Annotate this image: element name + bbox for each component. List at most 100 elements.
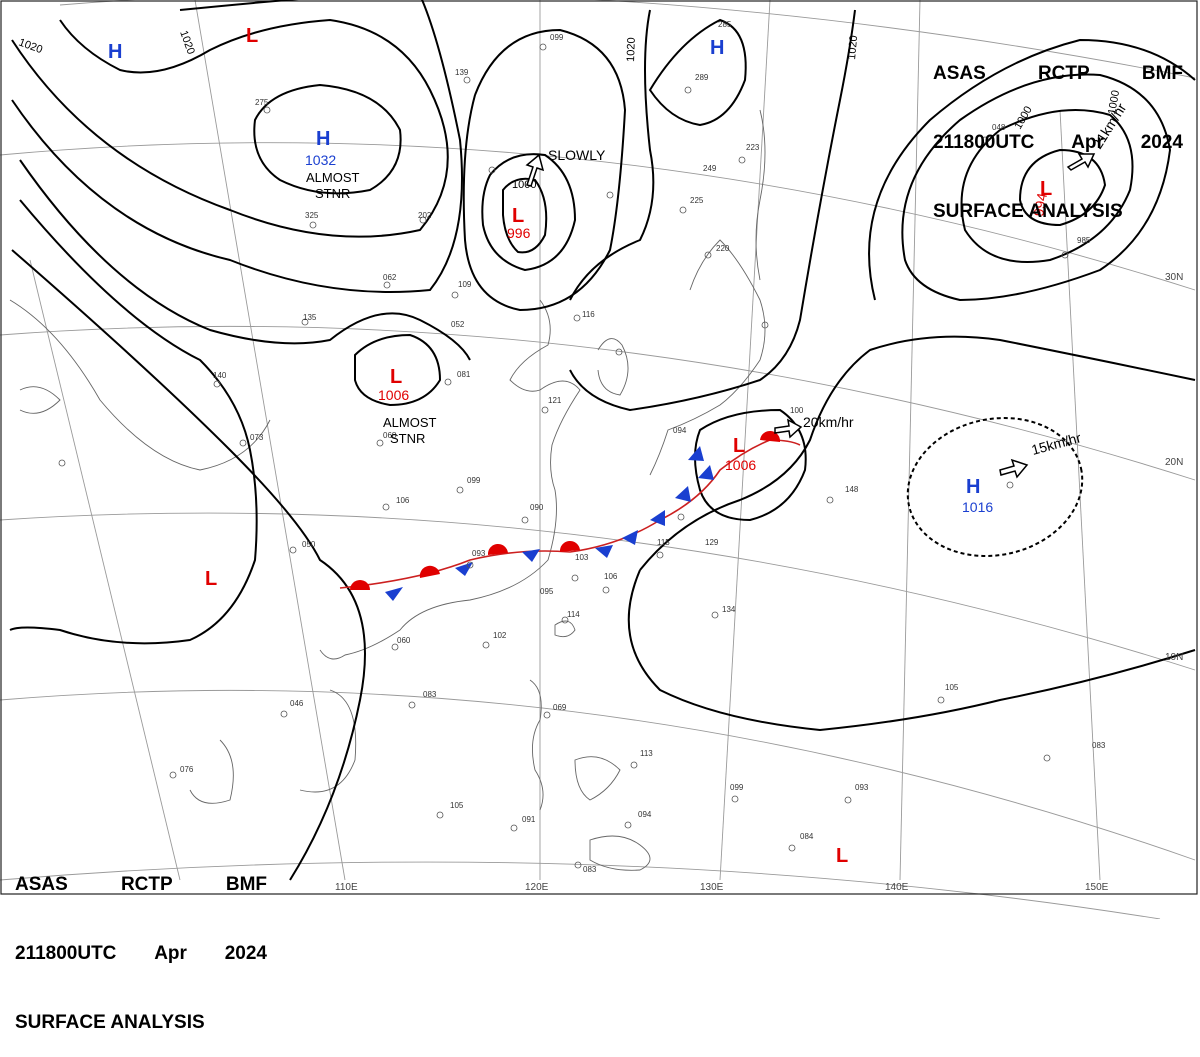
low-pressure-symbol: L xyxy=(390,366,402,388)
station-value: 060 xyxy=(397,636,411,645)
station-value: 140 xyxy=(213,371,227,380)
cold-front-symbol xyxy=(698,465,714,480)
pressure-value: 1016 xyxy=(962,499,993,515)
lon-label: 140E xyxy=(885,882,909,893)
header-top-right: ASAS RCTP BMF 211800UTC Apr 2024 SURFACE… xyxy=(933,16,1183,246)
station-value: 109 xyxy=(458,280,472,289)
weather-map: 1020 1020 1020 1020 1000 1000 1000 30N 2… xyxy=(0,0,1200,919)
arrow-icon xyxy=(1066,153,1096,171)
map-background xyxy=(0,0,1200,919)
station-value: 134 xyxy=(722,605,736,614)
station-label: RCTP xyxy=(120,874,173,895)
time-label: 211800UTC xyxy=(933,132,1035,153)
cold-front-symbol xyxy=(622,530,638,545)
low-pressure-symbol: L xyxy=(246,25,258,47)
station-value: 220 xyxy=(716,244,730,253)
station-value: 275 xyxy=(255,98,269,107)
warm-front-symbol xyxy=(350,580,370,590)
low-pressure-symbol: L xyxy=(733,435,745,457)
station-value: 050 xyxy=(302,540,316,549)
product-label: SURFACE ANALYSIS xyxy=(933,201,1123,222)
station-value: 068 xyxy=(383,431,397,440)
lat-label: 30N xyxy=(1165,272,1183,283)
station-value: 289 xyxy=(695,73,709,82)
station-value: 985 xyxy=(1077,236,1091,245)
movement-note: ALMOST xyxy=(306,170,360,185)
month-label: Apr xyxy=(154,943,187,964)
pressure-value: 996 xyxy=(507,225,531,241)
agency-label: ASAS xyxy=(933,63,986,84)
cold-front-symbol xyxy=(455,562,473,576)
time-label: 211800UTC xyxy=(15,943,117,964)
code-label: BMF xyxy=(225,874,267,895)
station-value: 083 xyxy=(1092,741,1106,750)
isobar-label: 1020 xyxy=(625,37,638,62)
station-value: 106 xyxy=(396,496,410,505)
warm-front-symbol xyxy=(559,540,580,552)
isobar-label: 1020 xyxy=(846,35,860,60)
station-value: 106 xyxy=(604,572,618,581)
movement-note: STNR xyxy=(315,186,350,201)
pressure-value: 1032 xyxy=(305,152,336,168)
isobars xyxy=(9,0,1196,881)
lat-label: 20N xyxy=(1165,457,1183,468)
lon-label: 120E xyxy=(525,882,549,893)
low-pressure-symbol: L xyxy=(1040,178,1052,200)
low-pressure-symbol: L xyxy=(836,845,848,867)
low-pressure-symbol: L xyxy=(205,568,217,590)
cold-front-symbol xyxy=(675,486,691,502)
station-value: 094 xyxy=(638,810,652,819)
station-value: 148 xyxy=(845,485,859,494)
grid-labels: 30N 20N 10N 110E 120E 130E 140E 150E xyxy=(335,272,1183,893)
lon-label: 110E xyxy=(335,882,358,893)
station-value: 062 xyxy=(383,273,397,282)
high-pressure-symbol: H xyxy=(108,41,122,63)
station-observations: 139 275 325 202 062 109 052 116 135 140 … xyxy=(180,20,1106,874)
station-value: 046 xyxy=(290,699,304,708)
isobar-label: 1000 xyxy=(1106,89,1122,115)
header-line-2: 211800UTC Apr 2024 xyxy=(933,131,1183,154)
station-value: 202 xyxy=(418,211,432,220)
motion-arrows xyxy=(525,153,1096,479)
station-value: 102 xyxy=(493,631,507,640)
station-value: 139 xyxy=(455,68,469,77)
station-value: 100 xyxy=(790,406,804,415)
cold-front-symbol xyxy=(522,549,540,562)
cold-front-symbol xyxy=(650,510,665,526)
movement-note: ALMOST xyxy=(383,415,437,430)
header-line-2: 211800UTC Apr 2024 xyxy=(15,942,267,965)
station-value: 225 xyxy=(690,196,704,205)
station-value: 093 xyxy=(855,783,869,792)
arrow-icon xyxy=(774,418,803,439)
station-value: 099 xyxy=(730,783,744,792)
code-label: BMF xyxy=(1141,63,1183,84)
station-plots xyxy=(58,43,1069,869)
high-pressure-symbol: H xyxy=(316,128,330,150)
header-line-1: ASAS RCTP BMF xyxy=(15,873,267,896)
station-value: 113 xyxy=(640,749,653,758)
station-value: 103 xyxy=(575,553,589,562)
warm-front-symbol xyxy=(419,565,440,578)
pressure-value: 1006 xyxy=(725,457,756,473)
station-value: 090 xyxy=(530,503,544,512)
station-value: 081 xyxy=(457,370,471,379)
station-value: 093 xyxy=(472,549,486,558)
station-value: 129 xyxy=(705,538,719,547)
station-value: 073 xyxy=(250,433,264,442)
header-bottom-left: ASAS RCTP BMF 211800UTC Apr 2024 SURFACE… xyxy=(15,827,267,1057)
month-label: Apr xyxy=(1071,132,1104,153)
coastlines xyxy=(9,109,766,871)
station-value: 094 xyxy=(673,426,687,435)
cold-front-symbol xyxy=(595,545,613,558)
station-value: 083 xyxy=(423,690,437,699)
station-value: 076 xyxy=(180,765,194,774)
station-value: 105 xyxy=(945,683,959,692)
arrow-icon xyxy=(999,458,1029,479)
year-label: 2024 xyxy=(1140,132,1183,153)
station-value: 121 xyxy=(548,396,562,405)
lon-label: 150E xyxy=(1085,882,1109,893)
station-value: 095 xyxy=(540,587,554,596)
station-value: 099 xyxy=(550,33,564,42)
cold-front-symbol xyxy=(385,587,403,601)
high-pressure-symbol: H xyxy=(966,476,980,498)
